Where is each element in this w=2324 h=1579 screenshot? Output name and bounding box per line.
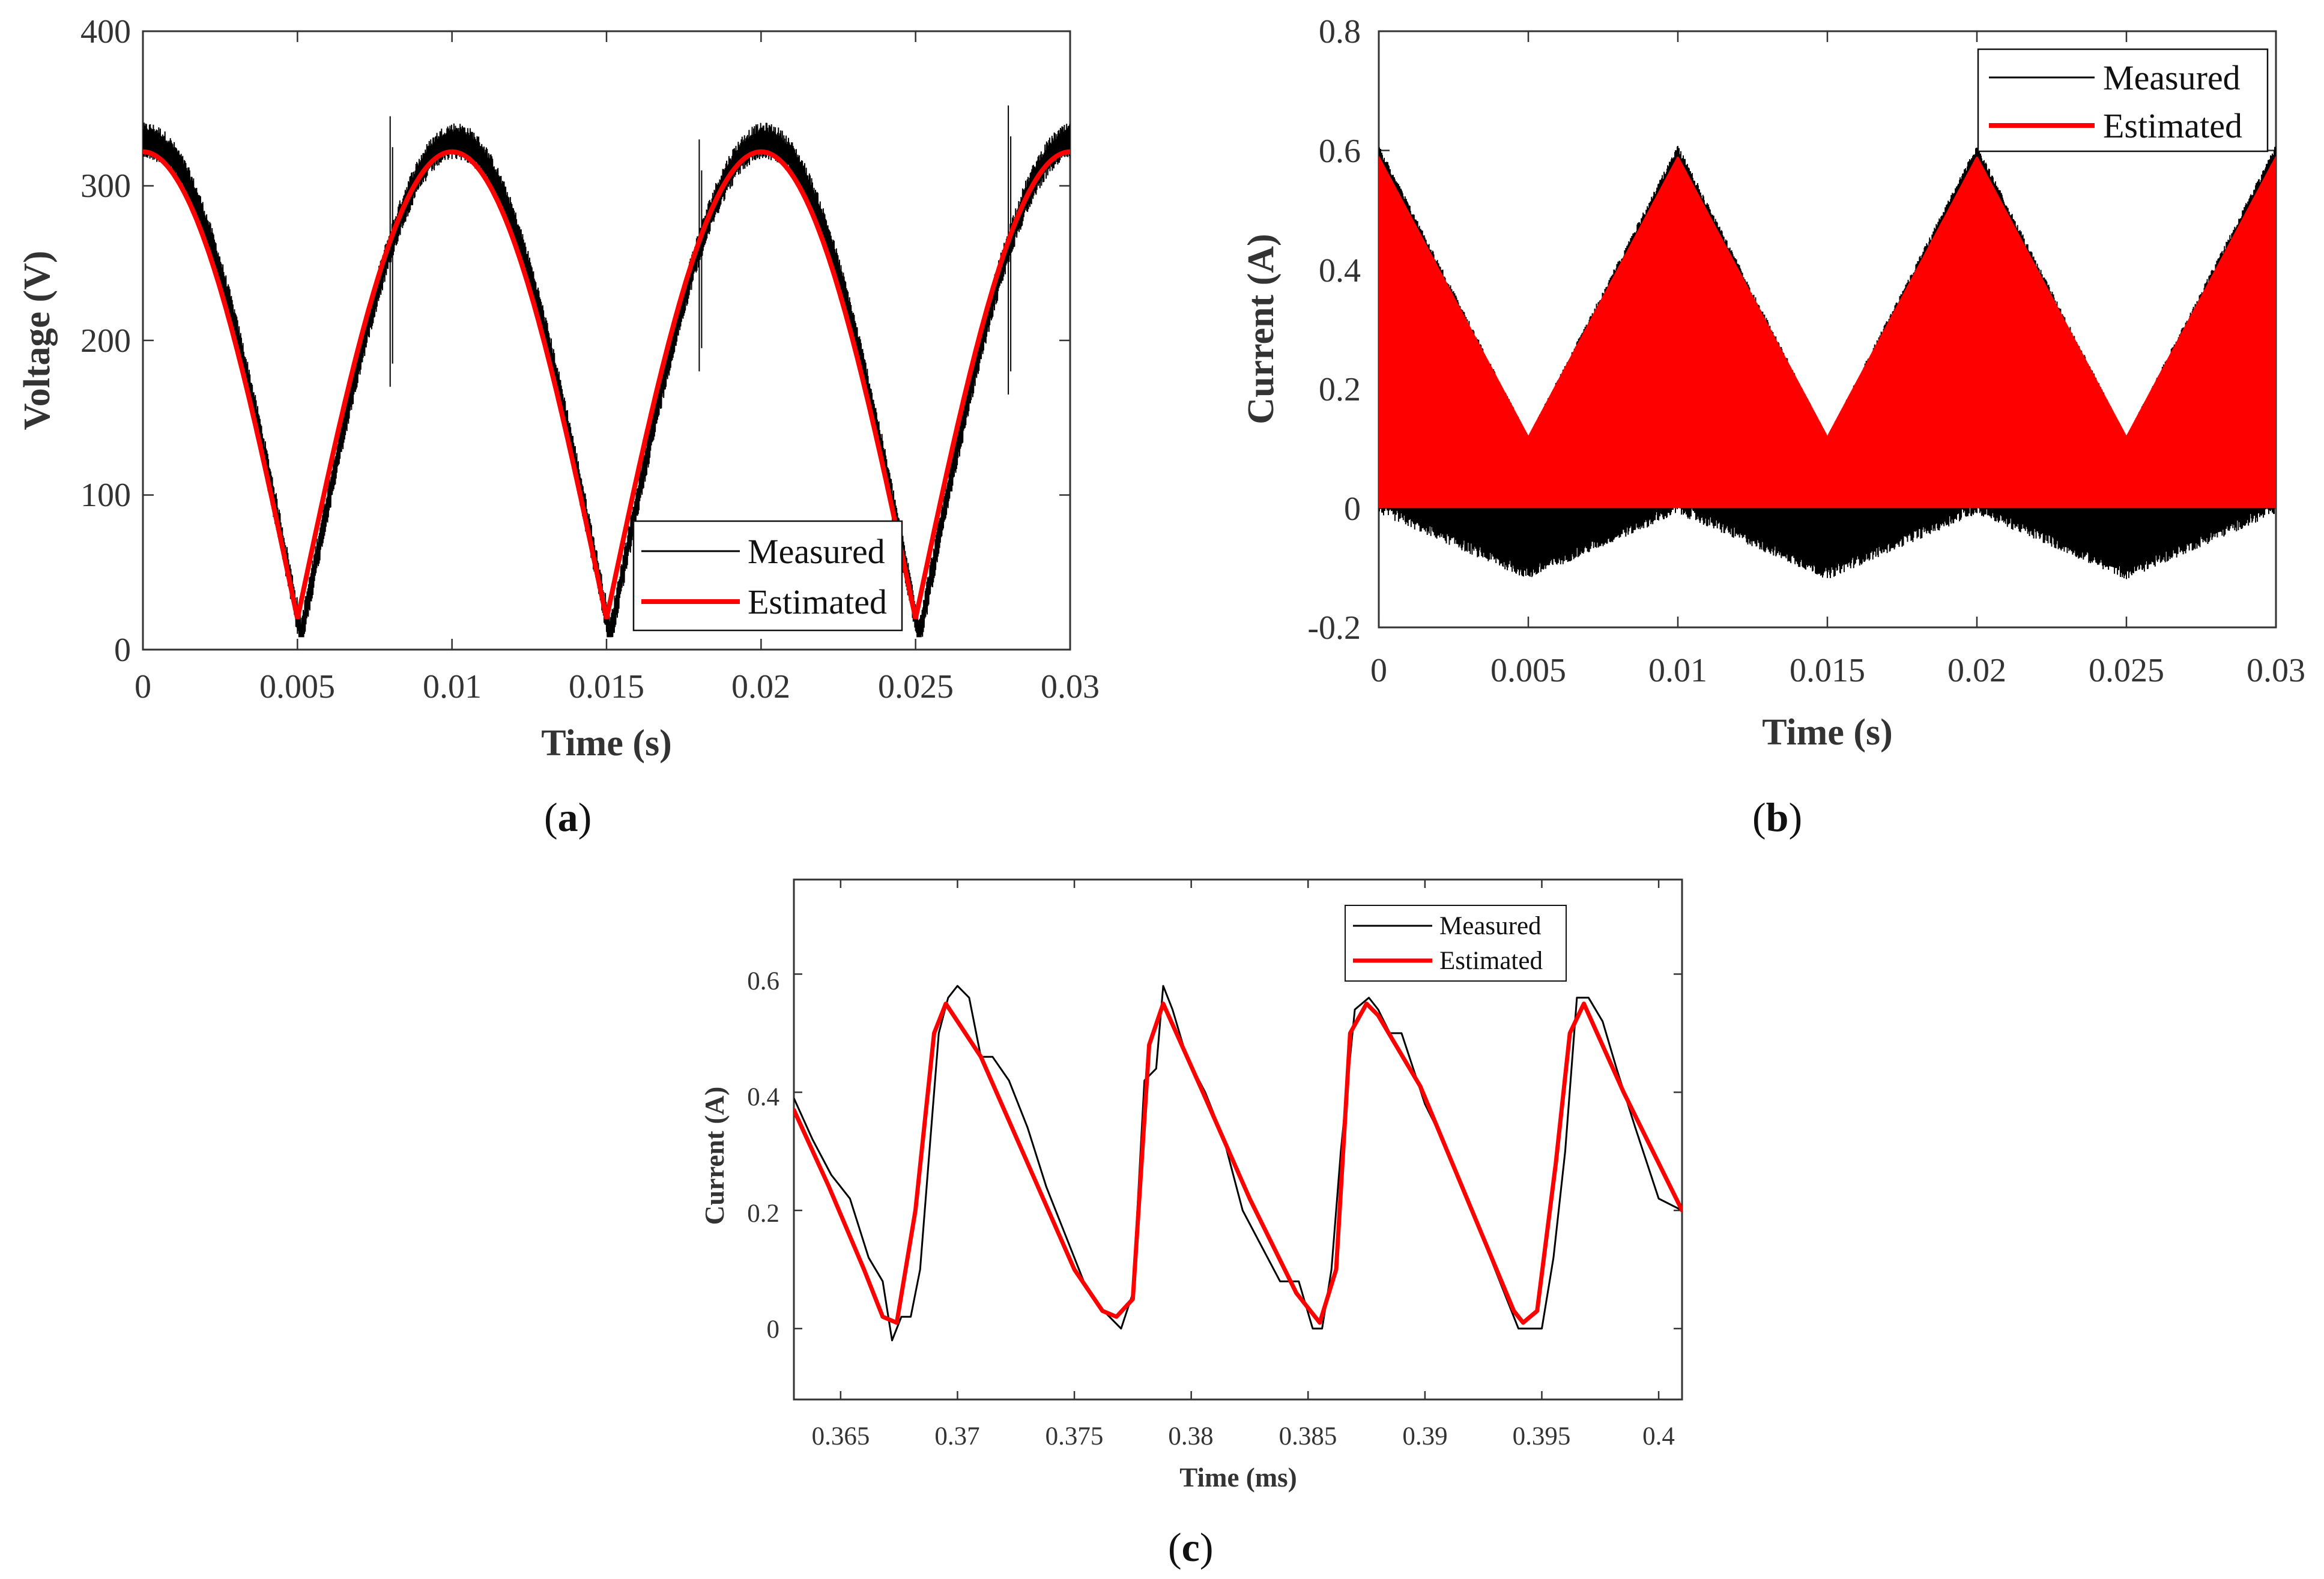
x-tick-label-b-3: 0.015	[1790, 652, 1865, 689]
caption-a: (a)	[544, 794, 592, 840]
series-estimated-c	[794, 1001, 1682, 1325]
x-tick-label-b-1: 0.005	[1490, 652, 1566, 689]
x-axis-label-b: Time (s)	[1762, 712, 1893, 753]
x-tick-marks-a	[142, 31, 1071, 650]
x-tick-marks-b	[1378, 31, 2277, 627]
x-tick-label-b-6: 0.03	[2247, 652, 2305, 689]
y-tick-label-b-5: 0.8	[1319, 13, 1361, 50]
x-tick-label-a-3: 0.015	[569, 668, 644, 705]
x-tick-label-b-0: 0	[1370, 652, 1387, 689]
legend-label-estimated-b: Estimated	[2103, 106, 2242, 145]
x-tick-label-c-6: 0.395	[1513, 1422, 1571, 1451]
legend-b: Measured Estimated	[1977, 48, 2269, 152]
x-tick-label-c-0: 0.365	[812, 1422, 870, 1451]
series-measured-c	[794, 985, 1682, 1342]
y-tick-label-c-1: 0.2	[747, 1200, 779, 1228]
x-tick-label-a-4: 0.02	[731, 668, 790, 705]
series-estimated-a	[143, 149, 1070, 620]
y-tick-label-b-3: 0.4	[1319, 252, 1361, 289]
x-axis-label-c: Time (ms)	[1179, 1463, 1297, 1493]
x-tick-label-c-7: 0.4	[1642, 1422, 1675, 1451]
x-tick-label-a-1: 0.005	[259, 668, 335, 705]
y-tick-label-a-1: 100	[80, 477, 131, 514]
chart-a: 0 0.005 0.01 0.015 0.02 0.025 0.03 0 100…	[17, 13, 1100, 840]
y-tick-marks-c	[794, 973, 1682, 1330]
legend-label-measured-c: Measured	[1439, 912, 1542, 940]
y-tick-label-a-4: 400	[80, 13, 131, 50]
x-tick-label-a-6: 0.03	[1041, 668, 1100, 705]
y-tick-label-b-0: -0.2	[1307, 609, 1361, 647]
y-tick-label-b-2: 0.2	[1319, 371, 1361, 408]
x-tick-label-b-4: 0.02	[1947, 652, 2006, 689]
x-tick-label-c-3: 0.38	[1168, 1422, 1213, 1451]
legend-box-b	[1977, 48, 2269, 152]
x-tick-label-c-1: 0.37	[934, 1422, 979, 1451]
caption-b: (b)	[1752, 794, 1802, 840]
y-tick-label-a-0: 0	[114, 632, 131, 669]
y-tick-label-b-4: 0.6	[1319, 133, 1361, 170]
plot-area-a	[142, 30, 1071, 651]
chart-b: 0 0.005 0.01 0.015 0.02 0.025 0.03 -0.2 …	[1241, 13, 2305, 840]
y-tick-label-c-3: 0.6	[747, 967, 779, 995]
legend-label-estimated-a: Estimated	[748, 582, 887, 621]
x-axis-label-a: Time (s)	[541, 723, 672, 764]
x-tick-label-c-5: 0.39	[1402, 1422, 1447, 1451]
x-tick-label-a-0: 0	[135, 668, 151, 705]
y-tick-label-b-1: 0	[1344, 491, 1361, 528]
x-tick-marks-c	[840, 880, 1660, 1399]
x-tick-label-b-5: 0.025	[2089, 652, 2164, 689]
y-axis-label-c: Current (A)	[700, 1087, 730, 1225]
y-axis-label-a: Voltage (V)	[17, 250, 58, 430]
series-measured-a	[143, 105, 1070, 638]
series-estimated-b	[1379, 156, 2276, 509]
legend-c: Measured Estimated	[1345, 905, 1567, 982]
legend-label-measured-a: Measured	[748, 532, 885, 571]
legend-box-c	[1345, 905, 1567, 982]
legend-label-estimated-c: Estimated	[1439, 947, 1543, 975]
legend-a: Measured Estimated	[632, 520, 903, 632]
x-tick-label-c-2: 0.375	[1045, 1422, 1104, 1451]
y-tick-label-a-3: 300	[80, 168, 131, 205]
y-tick-label-c-0: 0	[767, 1315, 780, 1344]
y-tick-label-a-2: 200	[80, 322, 131, 360]
x-tick-label-c-4: 0.385	[1279, 1422, 1337, 1451]
x-tick-label-a-2: 0.01	[423, 668, 482, 705]
caption-c: (c)	[1168, 1524, 1214, 1570]
legend-label-measured-b: Measured	[2103, 58, 2241, 97]
y-tick-label-c-2: 0.4	[747, 1083, 779, 1111]
chart-c: 0.365 0.37 0.375 0.38 0.385 0.39 0.395 0…	[700, 878, 1683, 1570]
y-axis-label-b: Current (A)	[1241, 234, 1282, 424]
legend-box-a	[632, 520, 903, 632]
x-tick-label-b-2: 0.01	[1648, 652, 1707, 689]
x-tick-label-a-5: 0.025	[878, 668, 954, 705]
y-tick-marks-a	[143, 30, 1070, 651]
